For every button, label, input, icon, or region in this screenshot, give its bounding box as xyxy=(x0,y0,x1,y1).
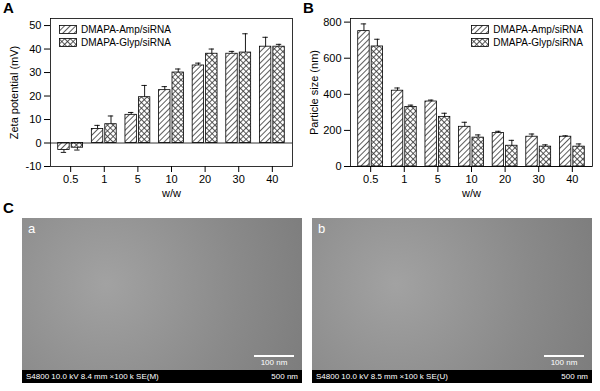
svg-text:30: 30 xyxy=(29,66,41,78)
html-text:DMAPA-Amp/siRNA: DMAPA-Amp/siRNA xyxy=(81,24,171,35)
html-text:100 nm: 100 nm xyxy=(550,358,578,367)
svg-text:20: 20 xyxy=(199,173,211,185)
html-text:C: C xyxy=(3,199,14,216)
svg-text:10: 10 xyxy=(465,173,477,185)
svg-text:w/w: w/w xyxy=(461,187,481,199)
svg-text:-10: -10 xyxy=(26,160,42,172)
html-text:a: a xyxy=(28,221,36,236)
svg-text:0: 0 xyxy=(335,160,341,172)
svg-text:20: 20 xyxy=(29,90,41,102)
svg-text:40: 40 xyxy=(266,173,278,185)
html-text:B: B xyxy=(303,0,314,16)
svg-text:20: 20 xyxy=(499,173,511,185)
svg-text:200: 200 xyxy=(323,124,341,136)
svg-text:0.5: 0.5 xyxy=(63,173,78,185)
html-text:100 nm: 100 nm xyxy=(260,358,288,367)
svg-text:1: 1 xyxy=(401,173,407,185)
html-text:500 nm: 500 nm xyxy=(271,372,298,381)
svg-text:30: 30 xyxy=(233,173,245,185)
html-text:500 nm: 500 nm xyxy=(561,372,588,381)
svg-text:w/w: w/w xyxy=(161,187,181,199)
svg-text:Particle size (nm): Particle size (nm) xyxy=(308,50,320,135)
svg-text:0: 0 xyxy=(35,137,41,149)
svg-text:40: 40 xyxy=(566,173,578,185)
svg-text:Zeta potential (mV): Zeta potential (mV) xyxy=(8,46,20,140)
svg-text:1: 1 xyxy=(101,173,107,185)
svg-text:5: 5 xyxy=(435,173,441,185)
html-text:DMAPA-Amp/siRNA: DMAPA-Amp/siRNA xyxy=(493,24,583,35)
svg-text:0.5: 0.5 xyxy=(363,173,378,185)
svg-text:400: 400 xyxy=(323,88,341,100)
svg-text:40: 40 xyxy=(29,43,41,55)
svg-text:600: 600 xyxy=(323,52,341,64)
svg-text:5: 5 xyxy=(135,173,141,185)
svg-text:30: 30 xyxy=(533,173,545,185)
html-text:DMAPA-Glyp/siRNA: DMAPA-Glyp/siRNA xyxy=(493,37,583,48)
svg-text:10: 10 xyxy=(29,113,41,125)
html-text:DMAPA-Glyp/siRNA: DMAPA-Glyp/siRNA xyxy=(81,37,171,48)
html-text:S4800 10.0 kV 8.5 mm ×100 k SE: S4800 10.0 kV 8.5 mm ×100 k SE(U) xyxy=(316,372,448,381)
html-text:A: A xyxy=(3,0,14,16)
html-text:b: b xyxy=(318,221,326,236)
svg-text:50: 50 xyxy=(29,19,41,31)
svg-text:10: 10 xyxy=(165,173,177,185)
html-text:S4800 10.0 kV 8.4 mm ×100 k SE: S4800 10.0 kV 8.4 mm ×100 k SE(M) xyxy=(26,372,159,381)
svg-text:800: 800 xyxy=(323,16,341,28)
